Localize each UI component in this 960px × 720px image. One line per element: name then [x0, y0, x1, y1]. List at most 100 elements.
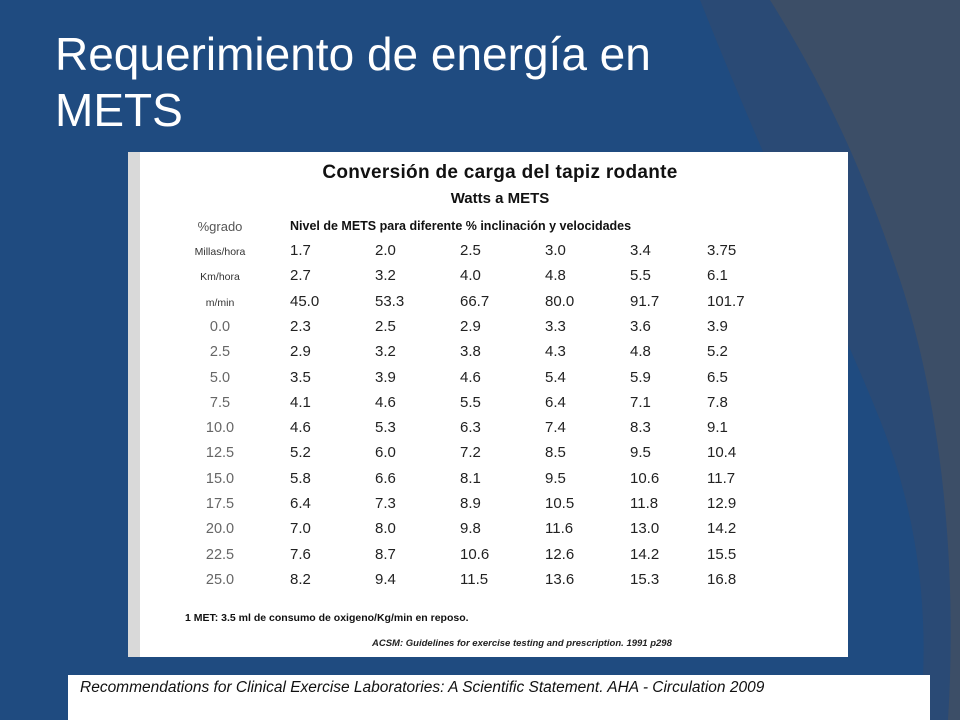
table-cell: 101.7	[707, 292, 745, 310]
grade-row-label: 12.5	[205, 445, 235, 462]
speed-row-label: Millas/hora	[194, 246, 246, 258]
table-cell: 5.2	[707, 343, 728, 361]
grade-row-label: 25.0	[205, 571, 235, 588]
table-cell: 5.8	[290, 469, 311, 487]
table-cell: 14.2	[630, 545, 660, 563]
table-cell: 4.1	[290, 393, 311, 411]
speed-row-label: m/min	[205, 296, 235, 309]
scan-shadow	[128, 152, 140, 657]
table-cell: 8.9	[460, 495, 481, 512]
slide-title-line1: Requerimiento de energía en	[55, 28, 651, 80]
table-cell: 2.5	[460, 242, 481, 259]
table-cell: 6.4	[290, 495, 311, 512]
table-cell: 4.0	[460, 267, 481, 285]
table-cell: 80.0	[545, 292, 575, 310]
table-cell: 5.5	[630, 267, 651, 285]
column-header: Nivel de METS para diferente % inclinaci…	[290, 219, 632, 233]
table-cell: 3.75	[707, 242, 737, 259]
table-cell: 3.9	[707, 317, 728, 335]
table-cell: 16.8	[707, 570, 737, 588]
table-cell: 9.5	[630, 444, 651, 462]
grade-row-label: 15.0	[205, 470, 235, 487]
table-cell: 91.7	[630, 292, 660, 310]
table-cell: 3.8	[460, 343, 481, 361]
table-cell: 6.0	[375, 444, 396, 462]
table-cell: 2.7	[290, 267, 311, 285]
table-cell: 3.2	[375, 267, 396, 285]
table-cell: 3.5	[290, 368, 311, 386]
scanned-table-image: Conversión de carga del tapiz rodante Wa…	[128, 152, 848, 657]
table-cell: 9.1	[707, 419, 728, 437]
table-cell: 8.2	[290, 570, 311, 588]
grade-row-label: 0.0	[209, 318, 231, 335]
table-cell: 3.4	[630, 242, 651, 259]
table-cell: 8.5	[545, 444, 566, 462]
table-cell: 7.6	[290, 545, 311, 563]
table-cell: 10.6	[460, 545, 490, 563]
table-cell: 8.1	[460, 469, 481, 487]
table-cell: 53.3	[375, 292, 405, 310]
table-footnote: 1 MET: 3.5 ml de consumo de oxigeno/Kg/m…	[185, 612, 469, 624]
table-cell: 3.6	[630, 317, 651, 335]
slide-title-line2: METS	[55, 84, 183, 136]
table-cell: 4.6	[375, 393, 396, 411]
table-cell: 2.9	[290, 343, 311, 361]
table-cell: 6.3	[460, 419, 481, 437]
table-cell: 11.8	[630, 495, 659, 512]
table-cell: 7.4	[545, 419, 566, 437]
speed-row-label: Km/hora	[200, 271, 240, 284]
table-cell: 9.5	[545, 469, 566, 487]
table-cell: 2.9	[460, 317, 481, 335]
table-cell: 3.3	[545, 317, 566, 335]
citation-text: Recommendations for Clinical Exercise La…	[80, 679, 765, 696]
table-cell: 15.3	[630, 570, 660, 588]
table-cell: 7.0	[290, 520, 311, 538]
row-header-label: %grado	[197, 219, 243, 234]
table-cell: 10.6	[630, 469, 660, 487]
table-cell: 7.2	[460, 444, 481, 462]
grade-row-label: 2.5	[209, 344, 231, 361]
table-cell: 5.5	[460, 393, 481, 411]
table-cell: 4.8	[545, 267, 566, 285]
citation-box: Recommendations for Clinical Exercise La…	[68, 675, 930, 720]
table-title: Conversión de carga del tapiz rodante	[322, 162, 678, 183]
grade-row-label: 22.5	[205, 546, 235, 563]
table-cell: 11.5	[460, 570, 489, 588]
table-cell: 5.3	[375, 419, 396, 437]
table-cell: 8.0	[375, 520, 396, 538]
table-cell: 2.0	[375, 242, 396, 259]
table-cell: 7.1	[630, 393, 651, 411]
table-cell: 2.3	[290, 317, 311, 335]
grade-row-label: 5.0	[209, 369, 231, 386]
grade-row-label: 20.0	[205, 521, 235, 538]
slide-title: Requerimiento de energía en METS	[55, 26, 815, 138]
table-cell: 8.3	[630, 419, 651, 437]
table-cell: 5.9	[630, 368, 651, 386]
table-cell: 4.3	[545, 343, 566, 361]
table-cell: 11.6	[545, 520, 574, 538]
table-cell: 7.3	[375, 495, 396, 512]
table-cell: 9.4	[375, 570, 396, 588]
table-cell: 11.7	[707, 469, 736, 487]
table-cell: 13.6	[545, 570, 575, 588]
table-cell: 45.0	[290, 292, 320, 310]
table-cell: 5.2	[290, 444, 311, 462]
table-subtitle: Watts a METS	[450, 190, 550, 207]
table-source: ACSM: Guidelines for exercise testing an…	[372, 638, 672, 649]
table-cell: 66.7	[460, 292, 490, 310]
table-cell: 2.5	[375, 317, 396, 335]
table-cell: 1.7	[290, 242, 311, 259]
table-cell: 12.9	[707, 495, 737, 512]
table-cell: 14.2	[707, 520, 737, 538]
grade-row-label: 10.0	[205, 420, 235, 437]
table-cell: 15.5	[707, 545, 737, 563]
table-cell: 3.0	[545, 242, 566, 259]
table-cell: 6.5	[707, 368, 728, 386]
table-cell: 3.2	[375, 343, 396, 361]
table-cell: 4.6	[460, 368, 481, 386]
table-cell: 12.6	[545, 545, 575, 563]
table-cell: 6.6	[375, 469, 396, 487]
table-cell: 10.4	[707, 444, 737, 462]
grade-row-label: 17.5	[205, 496, 235, 512]
table-cell: 4.6	[290, 419, 311, 437]
